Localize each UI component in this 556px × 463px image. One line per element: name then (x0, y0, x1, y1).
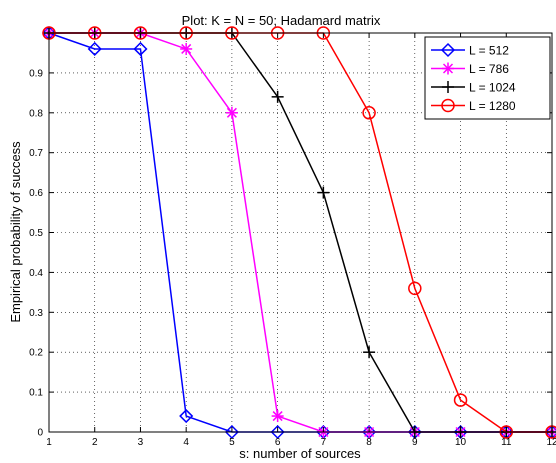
chart-title: Plot: K = N = 50; Hadamard matrix (182, 13, 381, 28)
y-tick-label: 0.9 (29, 68, 43, 79)
legend-label: L = 1280 (469, 99, 516, 113)
data-point (224, 424, 239, 440)
x-tick-label: 10 (455, 437, 467, 448)
y-tick-label: 0 (37, 428, 43, 439)
data-point (408, 281, 422, 296)
x-tick-label: 9 (412, 437, 418, 448)
x-tick-label: 6 (275, 437, 281, 448)
legend-label: L = 512 (469, 44, 509, 58)
x-tick-label: 7 (321, 437, 327, 448)
x-tick-label: 11 (501, 437, 512, 448)
data-point (363, 346, 376, 359)
legend-marker (442, 62, 454, 75)
y-tick-label: 0.5 (29, 228, 43, 239)
data-point (270, 424, 285, 440)
y-tick-label: 0.8 (29, 108, 43, 119)
data-point (317, 186, 330, 199)
y-tick-label: 0.2 (29, 348, 43, 359)
legend-label: L = 786 (469, 62, 509, 76)
data-point (179, 408, 194, 424)
y-tick-label: 0.4 (29, 268, 43, 279)
x-tick-label: 4 (183, 437, 189, 448)
x-axis-label: s: number of sources (239, 446, 361, 461)
x-tick-label: 8 (366, 437, 372, 448)
y-tick-label: 0.7 (29, 148, 43, 159)
legend-label: L = 1024 (469, 81, 516, 95)
x-tick-label: 5 (229, 437, 235, 448)
data-point (453, 393, 468, 407)
data-point (271, 410, 284, 423)
data-point (180, 42, 193, 55)
y-axis-label: Empirical probability of success (8, 141, 23, 323)
x-tick-label: 1 (46, 437, 52, 448)
x-tick-label: 12 (546, 437, 556, 448)
legend-marker (441, 98, 455, 113)
x-tick-label: 3 (138, 437, 144, 448)
grid (49, 33, 552, 432)
y-tick-label: 0.3 (29, 308, 43, 319)
legend: L = 512 L = 786 L = 1024 L = 1280 (424, 36, 551, 120)
y-tick-label: 0.6 (29, 188, 43, 199)
x-tick-label: 2 (92, 437, 98, 448)
data-point (133, 41, 148, 57)
data-point (225, 106, 238, 119)
data-point (87, 41, 102, 57)
data-point (362, 106, 376, 120)
ticks: 1 2 3 4 5 6 7 8 9 10 11 1200.10.20.30.40.50.60.70.8… (29, 33, 556, 448)
legend-marker (440, 42, 456, 58)
y-tick-label: 0.1 (29, 388, 43, 399)
data-point (271, 90, 284, 103)
legend-marker (442, 81, 454, 93)
